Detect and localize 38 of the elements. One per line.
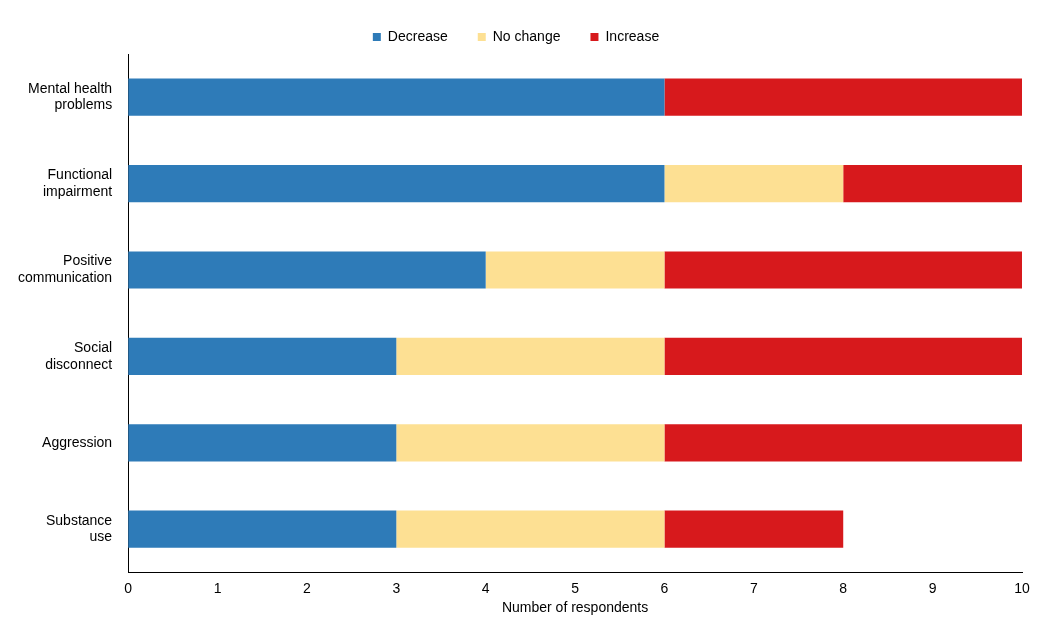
bar [485,251,665,289]
bar [396,424,665,462]
bar [664,424,1022,462]
bar [128,165,665,203]
legend-label: Increase [605,27,660,44]
bar [128,251,486,289]
y-tick-label: Positive communication [18,252,113,286]
y-tick-label: Functional impairment [42,166,113,199]
x-tick-label: 4 [481,579,490,596]
legend-label: No change [492,27,561,44]
y-tick-label: Social disconnect [45,338,113,372]
bar [396,510,665,548]
x-tick-label: 6 [660,579,669,596]
bar [664,165,844,203]
bar [128,424,397,462]
bar [843,165,1022,203]
x-axis-title: Number of respondents [501,599,649,616]
x-tick-label: 1 [213,579,222,596]
bar [664,78,1022,116]
legend-label: Decrease [387,27,448,44]
y-tick-label: Mental health problems [28,79,113,113]
x-tick-label: 7 [749,579,758,596]
bar [664,251,1022,289]
x-tick-label: 2 [303,579,312,596]
x-tick-label: 10 [1014,579,1030,596]
y-tick-label: Substance use [45,511,113,545]
bar [664,510,844,548]
bar [128,337,397,375]
y-tick-label: Aggression [42,433,113,450]
bar [128,78,665,116]
bar [396,337,665,375]
x-tick-label: 3 [392,579,401,596]
x-tick-label: 9 [928,579,937,596]
x-tick-label: 5 [571,579,580,596]
x-tick-label: 8 [839,579,848,596]
bar [664,337,1022,375]
x-tick-label: 0 [124,579,133,596]
bar [128,510,397,548]
